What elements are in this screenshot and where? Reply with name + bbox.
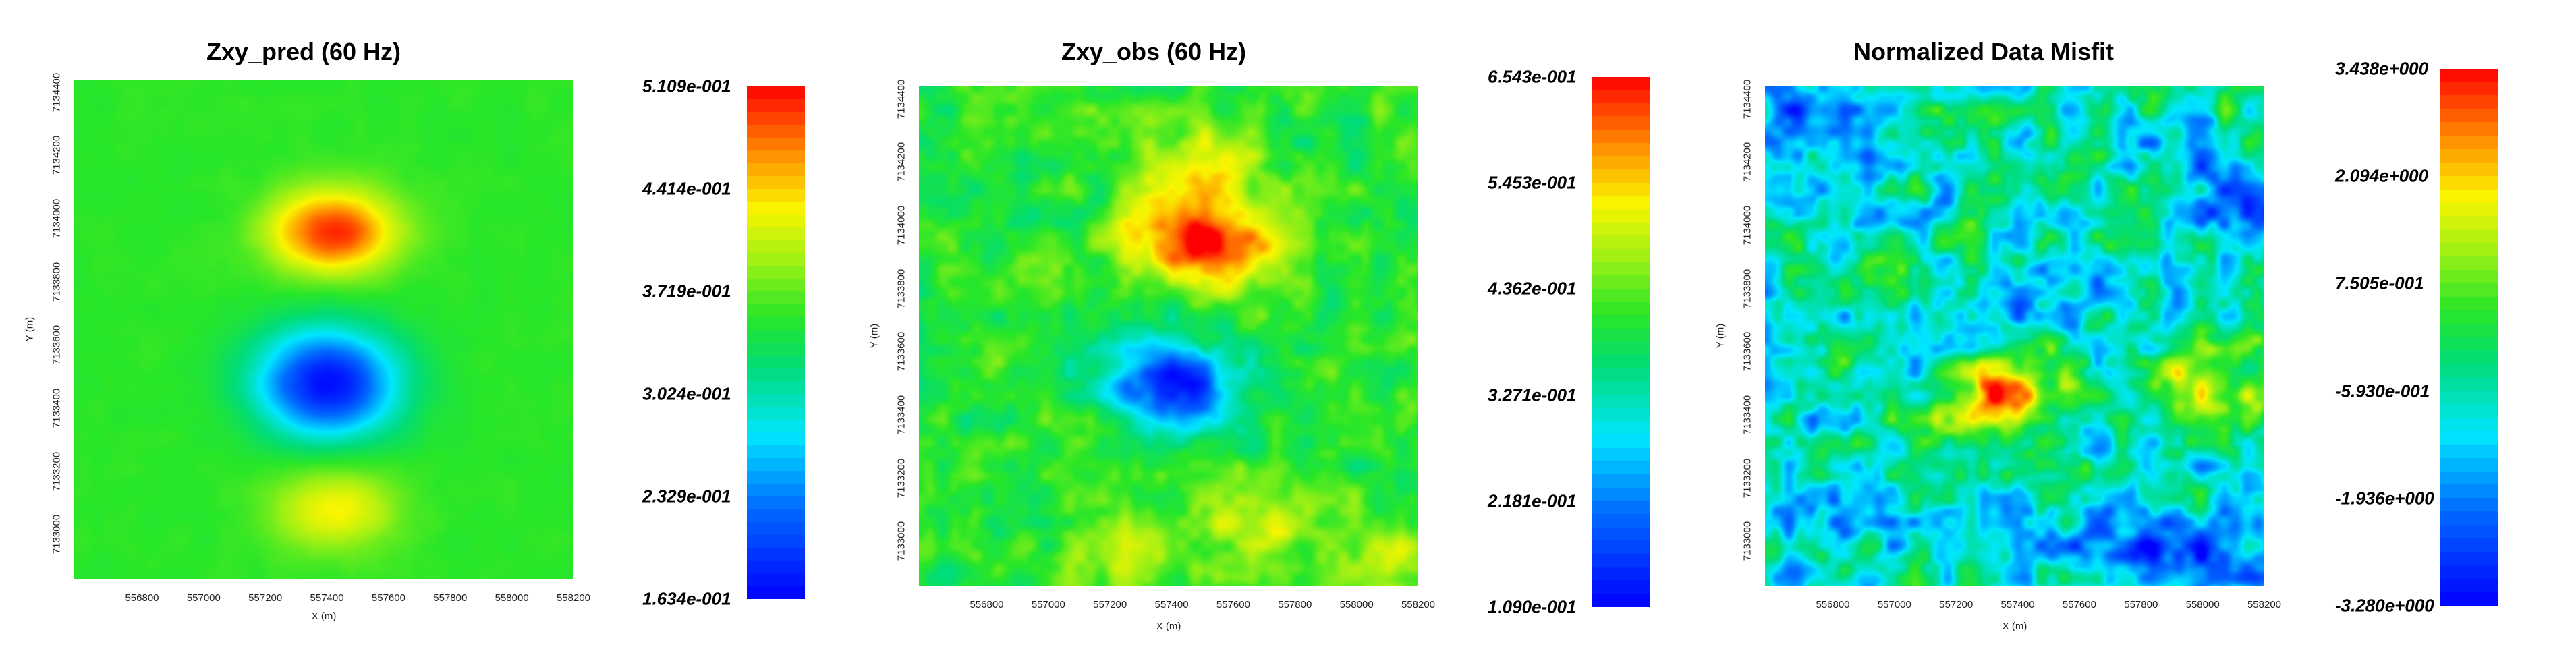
colorbar-tick-label: -1.936e+000 — [2335, 488, 2434, 509]
x-tick-label: 557200 — [248, 592, 283, 604]
colorbar-tick-label: 3.438e+000 — [2335, 58, 2429, 79]
colorbar-tick-label: 3.719e-001 — [642, 281, 731, 302]
heatmap-plot — [1765, 86, 2264, 586]
y-tick-label: 7133400 — [1741, 395, 1754, 435]
x-tick-label: 558200 — [556, 592, 591, 604]
x-tick-label: 558200 — [1401, 599, 1436, 611]
y-tick-label: 7133000 — [1741, 521, 1754, 561]
x-tick-label: 556800 — [125, 592, 159, 604]
chart-title: Normalized Data Misfit — [1853, 38, 2115, 65]
x-tick-label: 557600 — [2062, 599, 2096, 611]
x-tick-label: 557800 — [1278, 599, 1312, 611]
y-tick-label: 7133600 — [1741, 332, 1754, 372]
x-tick-label: 557000 — [1031, 599, 1065, 611]
colorbar-tick-label: 2.329e-001 — [642, 486, 731, 507]
x-tick-label: 557000 — [1877, 599, 1911, 611]
colorbar-tick-label: 5.453e-001 — [1488, 172, 1577, 193]
x-tick-label: 557000 — [186, 592, 221, 604]
y-tick-label: 7134400 — [1741, 79, 1754, 119]
x-axis-label: X (m) — [2002, 621, 2027, 632]
chart-title: Zxy_pred (60 Hz) — [206, 38, 401, 65]
colorbar-tick-label: 6.543e-001 — [1488, 66, 1577, 87]
x-tick-label: 556800 — [1816, 599, 1850, 611]
y-tick-label: 7134200 — [1741, 142, 1754, 182]
y-tick-label: 7133800 — [1741, 268, 1754, 308]
y-tick-label: 7134000 — [1741, 205, 1754, 246]
x-tick-label: 558000 — [2185, 599, 2220, 611]
colorbar-tick-label: 4.414e-001 — [642, 178, 731, 199]
colorbar-tick-label: 2.094e+000 — [2335, 165, 2429, 186]
x-axis-label: X (m) — [1156, 621, 1181, 632]
chart-panel-1: Zxy_pred (60 Hz) Y (m) X (m) 556800 55700… — [0, 0, 858, 653]
colorbar-tick-label: -5.930e-001 — [2335, 380, 2430, 401]
x-tick-label: 556800 — [970, 599, 1004, 611]
x-tick-label: 557400 — [2000, 599, 2035, 611]
colorbar-tick-label: 3.271e-001 — [1488, 385, 1577, 405]
x-tick-label: 557400 — [310, 592, 344, 604]
chart-title: Zxy_obs (60 Hz) — [1061, 38, 1247, 65]
colorbar-tick-label: 5.109e-001 — [642, 76, 731, 96]
colorbar-tick-label: 4.362e-001 — [1488, 278, 1577, 299]
colorbar-tick-label: 2.181e-001 — [1488, 490, 1577, 511]
x-axis-label: X (m) — [311, 611, 337, 622]
colorbar — [2440, 69, 2498, 606]
y-tick-label: 7133200 — [1741, 458, 1754, 498]
colorbar-tick-label: 1.090e-001 — [1488, 596, 1577, 617]
colorbar-tick-label: -3.280e+000 — [2335, 595, 2434, 616]
colorbar-tick-label: 3.024e-001 — [642, 383, 731, 404]
colorbar — [747, 86, 805, 599]
colorbar-tick-label: 1.634e-001 — [642, 588, 731, 609]
heatmap-plot — [74, 80, 573, 579]
x-tick-label: 557200 — [1939, 599, 1973, 611]
colorbar-tick-label: 7.505e-001 — [2335, 273, 2424, 293]
x-tick-label: 558000 — [1339, 599, 1374, 611]
x-tick-label: 558000 — [495, 592, 529, 604]
x-tick-label: 557400 — [1154, 599, 1189, 611]
chart-panel-2: Zxy_obs (60 Hz) Y (m) X (m) 556800 557000… — [869, 38, 1650, 632]
x-tick-label: 557600 — [1216, 599, 1250, 611]
x-tick-label: 557800 — [2124, 599, 2158, 611]
x-tick-label: 557800 — [433, 592, 468, 604]
y-axis-label: Y (m) — [1714, 323, 1727, 349]
x-tick-label: 558200 — [2247, 599, 2282, 611]
x-tick-label: 557600 — [371, 592, 405, 604]
heatmap-plot — [919, 86, 1418, 586]
colorbar — [1592, 77, 1650, 607]
x-tick-label: 557200 — [1093, 599, 1127, 611]
